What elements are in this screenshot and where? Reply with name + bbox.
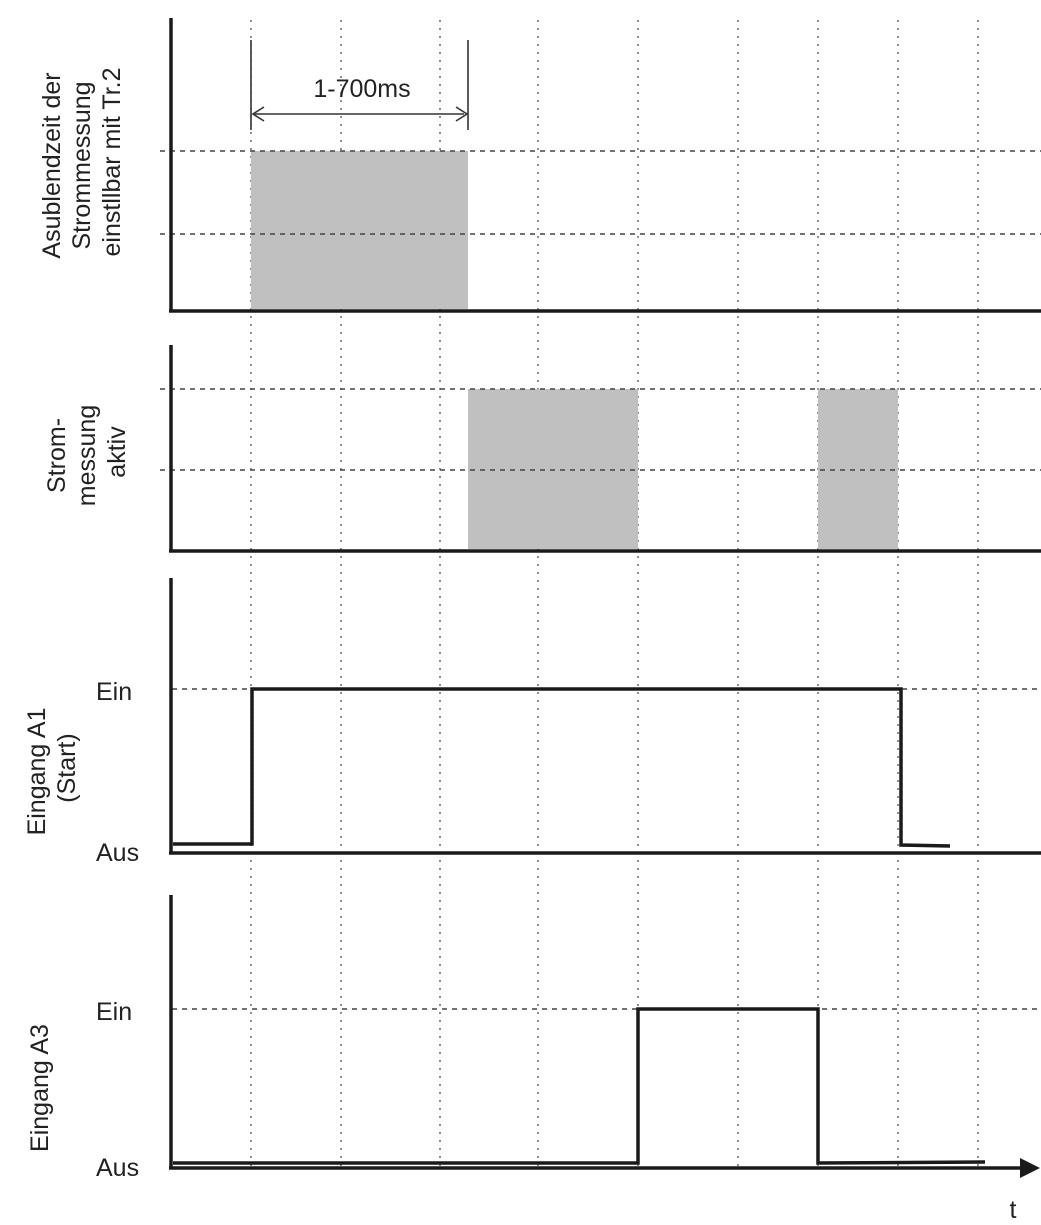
panel4-level-ein-label: Ein [96, 998, 132, 1026]
x-axis-label: t [1010, 1196, 1017, 1224]
eingang-a3-signal [173, 1007, 986, 1165]
dimension-label: 1-700ms [313, 75, 410, 103]
panel3-ylabel: Eingang A1 (Start) [23, 701, 81, 836]
ausblendzeit-shaded-region [251, 151, 468, 309]
panel3-level-ein-label: Ein [96, 678, 132, 706]
strommessung-shaded-region-1 [468, 389, 638, 549]
panel-eingang-a1: Ein Aus Eingang A1 (Start) [23, 578, 1041, 867]
panel2-ylabel: Strom- messung aktiv [43, 398, 131, 506]
panel-eingang-a3: Ein Aus Eingang A3 t [26, 895, 1041, 1224]
panel1-ylabel: Asublendzeit der Strommessung einstllbar… [38, 65, 126, 258]
eingang-a1-signal [173, 687, 951, 848]
panel-ausblendzeit: 1-700ms Asublendzeit der Strommessung ei… [38, 18, 1041, 313]
panel-strommessung: Strom- messung aktiv [43, 345, 1041, 553]
dimension-arrow [250, 40, 469, 130]
panel3-level-aus-label: Aus [96, 839, 139, 867]
strommessung-shaded-region-2 [818, 389, 898, 549]
time-axis-arrowhead [1020, 1158, 1040, 1178]
panel4-level-aus-label: Aus [96, 1154, 139, 1182]
panel4-ylabel: Eingang A3 [26, 1024, 54, 1152]
